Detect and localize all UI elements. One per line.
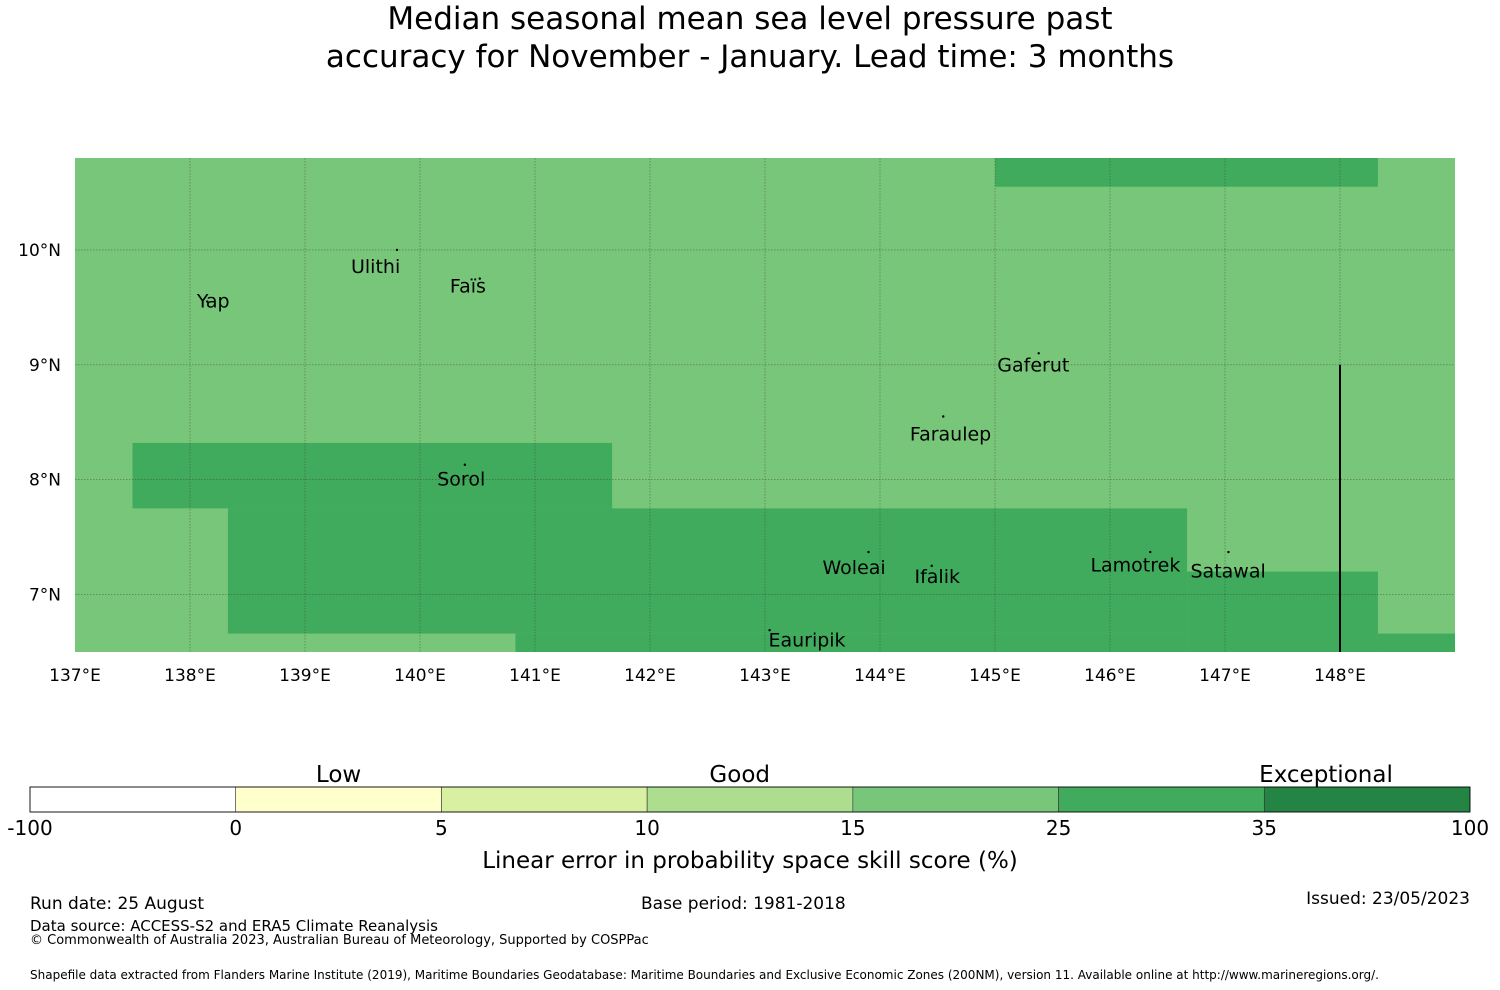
lon-tick-label: 140°E [394, 666, 446, 686]
island-satawal-label: Satawal [1191, 560, 1266, 582]
island-yap-marker [206, 300, 209, 303]
island-ulithi-marker [395, 248, 399, 252]
lat-tick-label: 8°N [29, 471, 61, 491]
lon-tick-label: 142°E [624, 666, 676, 686]
data-source: Data source: ACCESS-S2 and ERA5 Climate … [30, 917, 438, 935]
legend-tick-label: 35 [1252, 816, 1277, 840]
island-sorol-label: Sorol [437, 468, 485, 490]
legend-category-low: Low [316, 762, 361, 788]
island-faraulep-label: Faraulep [910, 424, 991, 446]
legend-tick-label: 15 [840, 816, 865, 840]
island-ifalik-marker [930, 564, 933, 568]
title-line-2: accuracy for November - January. Lead ti… [325, 39, 1175, 75]
island-satawal-marker [1227, 550, 1230, 554]
island-gaferut-label: Gaferut [997, 355, 1069, 377]
legend-tick-label: 25 [1046, 816, 1071, 840]
legend-tick-label: 5 [435, 816, 448, 840]
base-period: Base period: 1981-2018 [641, 894, 846, 914]
legend-colorbar: -100 0 5 10 15 25 35 100 Low Good Exceptional Linea… [7, 762, 1489, 874]
lat-tick-label: 10°N [18, 241, 61, 261]
map-panel: 137°E 138°E 139°E 140°E 141°E 142°E 143°E 144°E… [18, 158, 1455, 686]
lat-tick-label: 9°N [29, 356, 61, 376]
title-line-1: Median seasonal mean sea level pressure … [387, 1, 1113, 37]
chart-title: Median seasonal mean sea level pressure … [0, 0, 1500, 76]
island-gaferut-marker [1037, 352, 1040, 355]
lon-tick-label: 138°E [164, 666, 216, 686]
lon-tick-label: 145°E [969, 666, 1021, 686]
legend-swatch [29, 786, 237, 813]
skill-cell [515, 633, 1188, 652]
skill-cell [1377, 633, 1455, 652]
island-ifalik-label: Ifalik [915, 566, 961, 588]
legend-swatch [852, 786, 1059, 813]
skill-map: 137°E 138°E 139°E 140°E 141°E 142°E 143°E 144°E… [7, 158, 1489, 874]
island-eauripik-label: Eauripik [768, 629, 845, 651]
shapefile-credit: Shapefile data extracted from Flanders M… [30, 968, 1379, 982]
island-faraulep-marker [942, 415, 945, 418]
island-yap-label: Yap [196, 290, 230, 312]
lon-tick-label: 139°E [279, 666, 331, 686]
legend-category-good: Good [709, 762, 770, 788]
lon-tick-label: 141°E [509, 666, 561, 686]
lon-tick-label: 143°E [739, 666, 791, 686]
island-lamotrek-label: Lamotrek [1090, 555, 1180, 577]
skill-cell [1187, 571, 1378, 652]
legend-title: Linear error in probability space skill … [482, 848, 1018, 874]
skill-cell [132, 508, 228, 634]
legend-tick-label: 0 [229, 816, 242, 840]
legend-swatch [235, 786, 442, 813]
island-eauripik-marker [768, 628, 771, 632]
island-ulithi-label: Ulithi [351, 256, 400, 278]
lon-tick-label: 148°E [1314, 666, 1366, 686]
issued-date: Issued: 23/05/2023 [1306, 889, 1470, 909]
legend-tick-label: -100 [7, 816, 52, 840]
legend-end-label: 100 [1451, 816, 1489, 840]
skill-cell [227, 508, 1188, 634]
island-woleai-marker [867, 550, 870, 554]
skill-cell [132, 442, 613, 509]
legend-swatch [441, 786, 648, 813]
legend-category-exceptional: Exceptional [1259, 762, 1393, 788]
island-fas-label: Faïs [450, 275, 486, 297]
lon-tick-label: 146°E [1084, 666, 1136, 686]
island-fas-marker [478, 277, 481, 280]
run-date: Run date: 25 August [30, 894, 204, 914]
legend-frame [29, 786, 1471, 813]
lon-tick-label: 147°E [1199, 666, 1251, 686]
legend-tick-label: 10 [634, 816, 659, 840]
lon-tick-label: 137°E [49, 666, 101, 686]
island-sorol-marker [463, 463, 467, 466]
island-woleai-label: Woleai [823, 557, 886, 579]
legend-swatch [1263, 786, 1471, 813]
skill-cell [995, 158, 1378, 187]
lon-tick-label: 144°E [854, 666, 906, 686]
island-lamotrek-marker [1149, 550, 1152, 554]
lat-tick-label: 7°N [29, 586, 61, 606]
legend-swatch [1058, 786, 1265, 813]
copyright: © Commonwealth of Australia 2023, Austra… [30, 933, 649, 948]
legend-swatch [646, 786, 854, 813]
